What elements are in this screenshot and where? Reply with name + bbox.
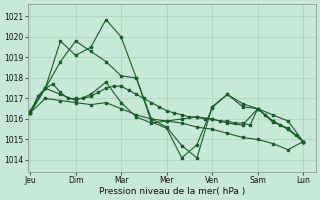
X-axis label: Pression niveau de la mer( hPa ): Pression niveau de la mer( hPa ) <box>99 187 245 196</box>
